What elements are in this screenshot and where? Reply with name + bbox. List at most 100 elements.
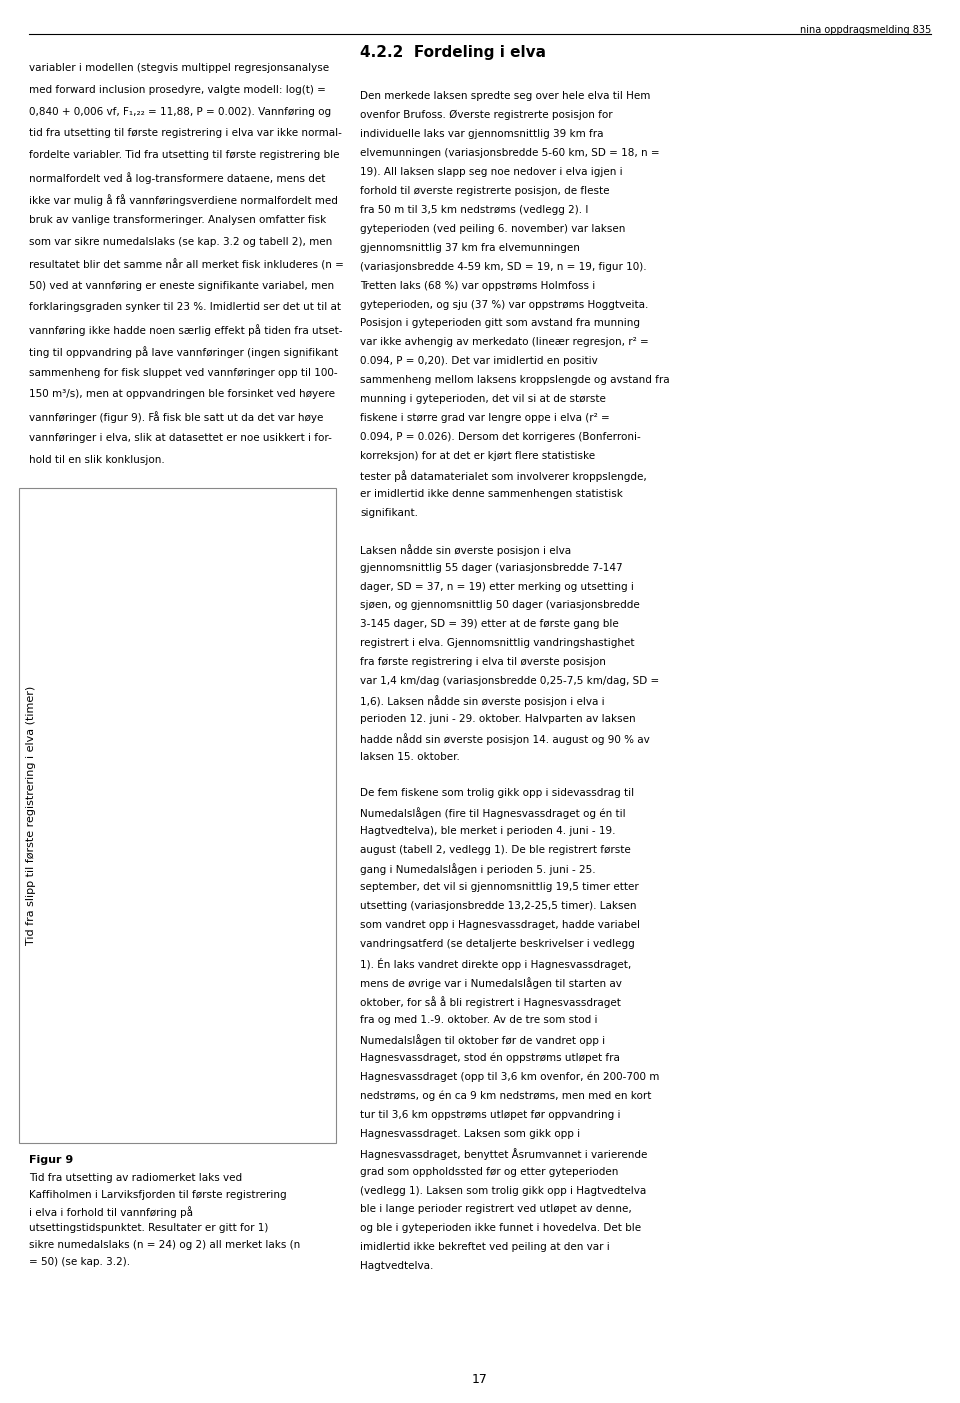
Text: mens de øvrige var i Numedalslågen til starten av: mens de øvrige var i Numedalslågen til s…	[360, 976, 622, 989]
Point	[93, 787, 108, 810]
Text: forhold til øverste registrerte posisjon, de fleste: forhold til øverste registrerte posisjon…	[360, 185, 610, 196]
Text: 3-145 dager, SD = 39) etter at de første gang ble: 3-145 dager, SD = 39) etter at de første…	[360, 619, 619, 630]
Text: sjøen, og gjennomsnittlig 50 dager (variasjonsbredde: sjøen, og gjennomsnittlig 50 dager (vari…	[360, 600, 639, 610]
Point	[183, 1086, 199, 1108]
Point	[135, 790, 151, 812]
Point	[134, 828, 150, 850]
Text: Laksen nådde sin øverste posisjon i elva: Laksen nådde sin øverste posisjon i elva	[360, 543, 571, 556]
Point	[133, 745, 149, 767]
Point	[135, 1093, 151, 1115]
Text: fra første registrering i elva til øverste posisjon: fra første registrering i elva til øvers…	[360, 657, 606, 668]
Text: sammenheng for fisk sluppet ved vannføringer opp til 100-: sammenheng for fisk sluppet ved vannføri…	[29, 368, 337, 377]
Point	[93, 1085, 108, 1107]
Text: tur til 3,6 km oppstrøms utløpet før oppvandring i: tur til 3,6 km oppstrøms utløpet før opp…	[360, 1110, 620, 1120]
Point	[136, 1096, 152, 1118]
Text: tid fra utsetting til første registrering i elva var ikke normal-: tid fra utsetting til første registrerin…	[29, 129, 342, 139]
Text: nina oppdragsmelding 835: nina oppdragsmelding 835	[800, 25, 931, 35]
Point	[135, 1090, 151, 1113]
X-axis label: Vannføring (m³/s): Vannføring (m³/s)	[151, 1125, 260, 1135]
Point	[133, 1049, 149, 1072]
Text: utsetting (variasjonsbredde 13,2-25,5 timer). Laksen: utsetting (variasjonsbredde 13,2-25,5 ti…	[360, 902, 636, 912]
Point	[174, 1092, 189, 1114]
Text: Tid fra utsetting av radiomerket laks ved: Tid fra utsetting av radiomerket laks ve…	[29, 1173, 242, 1183]
Text: fiskene i større grad var lengre oppe i elva (r² =: fiskene i større grad var lengre oppe i …	[360, 412, 610, 424]
Text: De fem fiskene som trolig gikk opp i sidevassdrag til: De fem fiskene som trolig gikk opp i sid…	[360, 787, 635, 798]
Text: Den merkede laksen spredte seg over hele elva til Hem: Den merkede laksen spredte seg over hele…	[360, 91, 650, 101]
Point	[95, 1093, 110, 1115]
Text: korreksjon) for at det er kjørt flere statistiske: korreksjon) for at det er kjørt flere st…	[360, 450, 595, 462]
Text: ble i lange perioder registrert ved utløpet av denne,: ble i lange perioder registrert ved utlø…	[360, 1204, 632, 1215]
Point	[113, 1089, 129, 1111]
Text: august (tabell 2, vedlegg 1). De ble registrert første: august (tabell 2, vedlegg 1). De ble reg…	[360, 845, 631, 854]
Text: 50) ved at vannføring er eneste signifikante variabel, men: 50) ved at vannføring er eneste signifik…	[29, 281, 334, 290]
Text: grad som oppholdssted før og etter gyteperioden: grad som oppholdssted før og etter gytep…	[360, 1167, 618, 1177]
Text: Hagnesvassdraget, stod én oppstrøms utløpet fra: Hagnesvassdraget, stod én oppstrøms utlø…	[360, 1052, 620, 1063]
Text: Hagtvedtelva.: Hagtvedtelva.	[360, 1261, 433, 1271]
Text: med forward inclusion prosedyre, valgte modell: log(t) =: med forward inclusion prosedyre, valgte …	[29, 84, 325, 95]
Text: gyteperioden, og sju (37 %) var oppstrøms Hoggtveita.: gyteperioden, og sju (37 %) var oppstrøm…	[360, 299, 648, 310]
Text: individuelle laks var gjennomsnittlig 39 km fra: individuelle laks var gjennomsnittlig 39…	[360, 129, 604, 139]
Text: som var sikre numedalslaks (se kap. 3.2 og tabell 2), men: som var sikre numedalslaks (se kap. 3.2 …	[29, 237, 332, 247]
Text: er imidlertid ikke denne sammenhengen statistisk: er imidlertid ikke denne sammenhengen st…	[360, 488, 623, 499]
Text: og ble i gyteperioden ikke funnet i hovedelva. Det ble: og ble i gyteperioden ikke funnet i hove…	[360, 1223, 641, 1233]
Text: ovenfor Brufoss. Øverste registrerte posisjon for: ovenfor Brufoss. Øverste registrerte pos…	[360, 109, 612, 121]
Point	[174, 788, 189, 811]
Point	[173, 1035, 188, 1058]
Point	[173, 1089, 188, 1111]
Point	[173, 788, 188, 811]
Text: forklaringsgraden synker til 23 %. Imidlertid ser det ut til at: forklaringsgraden synker til 23 %. Imidl…	[29, 303, 341, 313]
Point	[113, 1073, 129, 1096]
Text: 19). All laksen slapp seg noe nedover i elva igjen i: 19). All laksen slapp seg noe nedover i …	[360, 167, 623, 177]
Point	[135, 793, 151, 815]
Text: signifikant.: signifikant.	[360, 508, 418, 518]
Text: Numedalslågen til oktober før de vandret opp i: Numedalslågen til oktober før de vandret…	[360, 1034, 605, 1045]
Point	[134, 787, 150, 810]
Text: dager, SD = 37, n = 19) etter merking og utsetting i: dager, SD = 37, n = 19) etter merking og…	[360, 581, 634, 592]
Text: vannføringer (figur 9). Få fisk ble satt ut da det var høye: vannføringer (figur 9). Få fisk ble satt…	[29, 411, 324, 422]
Text: 1,6). Laksen nådde sin øverste posisjon i elva i: 1,6). Laksen nådde sin øverste posisjon …	[360, 694, 605, 707]
Text: laksen 15. oktober.: laksen 15. oktober.	[360, 752, 460, 762]
Text: All merket laks: All merket laks	[223, 835, 322, 847]
Text: normalfordelt ved å log-transformere dataene, mens det: normalfordelt ved å log-transformere dat…	[29, 173, 325, 184]
Text: Hagnesvassdraget (opp til 3,6 km ovenfor, én 200-700 m: Hagnesvassdraget (opp til 3,6 km ovenfor…	[360, 1072, 660, 1082]
Text: i elva i forhold til vannføring på: i elva i forhold til vannføring på	[29, 1207, 193, 1218]
Text: var ikke avhengig av merkedato (lineær regresjon, r² =: var ikke avhengig av merkedato (lineær r…	[360, 337, 649, 348]
Text: gjennomsnittlig 37 km fra elvemunningen: gjennomsnittlig 37 km fra elvemunningen	[360, 243, 580, 253]
Text: perioden 12. juni - 29. oktober. Halvparten av laksen: perioden 12. juni - 29. oktober. Halvpar…	[360, 714, 636, 724]
Text: hold til en slik konklusjon.: hold til en slik konklusjon.	[29, 455, 164, 464]
Text: fra og med 1.-9. oktober. Av de tre som stod i: fra og med 1.-9. oktober. Av de tre som …	[360, 1016, 597, 1026]
Point	[133, 748, 149, 770]
Text: Figur 9: Figur 9	[29, 1155, 73, 1164]
Text: vandringsatferd (se detaljerte beskrivelser i vedlegg: vandringsatferd (se detaljerte beskrivel…	[360, 940, 635, 950]
Text: utsettingstidspunktet. Resultater er gitt for 1): utsettingstidspunktet. Resultater er git…	[29, 1223, 268, 1233]
Text: fra 50 m til 3,5 km nedstrøms (vedlegg 2). I: fra 50 m til 3,5 km nedstrøms (vedlegg 2…	[360, 205, 588, 215]
Text: ting til oppvandring på lave vannføringer (ingen signifikant: ting til oppvandring på lave vannføringe…	[29, 345, 338, 358]
Point	[173, 1096, 188, 1118]
Text: imidlertid ikke bekreftet ved peiling at den var i: imidlertid ikke bekreftet ved peiling at…	[360, 1243, 610, 1253]
Text: Numedalslågen (fire til Hagnesvassdraget og én til: Numedalslågen (fire til Hagnesvassdraget…	[360, 807, 626, 818]
Point	[134, 777, 150, 800]
Text: sikre numedalslaks (n = 24) og 2) all merket laks (n: sikre numedalslaks (n = 24) og 2) all me…	[29, 1240, 300, 1250]
Text: (vedlegg 1). Laksen som trolig gikk opp i Hagtvedtelva: (vedlegg 1). Laksen som trolig gikk opp …	[360, 1186, 646, 1195]
Text: 150 m³/s), men at oppvandringen ble forsinket ved høyere: 150 m³/s), men at oppvandringen ble fors…	[29, 390, 335, 400]
Point	[92, 1054, 108, 1076]
Text: 4.2.2  Fordeling i elva: 4.2.2 Fordeling i elva	[360, 45, 546, 60]
Text: gjennomsnittlig 55 dager (variasjonsbredde 7-147: gjennomsnittlig 55 dager (variasjonsbred…	[360, 563, 623, 572]
Text: nedstrøms, og én ca 9 km nedstrøms, men med en kort: nedstrøms, og én ca 9 km nedstrøms, men …	[360, 1092, 652, 1101]
Text: 0.094, P = 0,20). Det var imidlertid en positiv: 0.094, P = 0,20). Det var imidlertid en …	[360, 356, 598, 366]
Text: 17: 17	[472, 1374, 488, 1386]
Text: Hagnesvassdraget. Laksen som gikk opp i: Hagnesvassdraget. Laksen som gikk opp i	[360, 1128, 580, 1139]
Text: gyteperioden (ved peiling 6. november) var laksen: gyteperioden (ved peiling 6. november) v…	[360, 223, 625, 234]
Point	[136, 787, 152, 810]
Text: 0,840 + 0,006 vf, F₁,₂₂ = 11,88, P = 0.002). Vannføring og: 0,840 + 0,006 vf, F₁,₂₂ = 11,88, P = 0.0…	[29, 107, 331, 116]
Text: Sikker Numedalslaks: Sikker Numedalslaks	[183, 522, 322, 536]
Text: som vandret opp i Hagnesvassdraget, hadde variabel: som vandret opp i Hagnesvassdraget, hadd…	[360, 920, 640, 930]
Text: (variasjonsbredde 4-59 km, SD = 19, n = 19, figur 10).: (variasjonsbredde 4-59 km, SD = 19, n = …	[360, 261, 647, 272]
Text: Hagtvedtelva), ble merket i perioden 4. juni - 19.: Hagtvedtelva), ble merket i perioden 4. …	[360, 825, 615, 836]
Text: gang i Numedalslågen i perioden 5. juni - 25.: gang i Numedalslågen i perioden 5. juni …	[360, 863, 595, 875]
Text: var 1,4 km/dag (variasjonsbredde 0,25-7,5 km/dag, SD =: var 1,4 km/dag (variasjonsbredde 0,25-7,…	[360, 676, 660, 686]
Text: bruk av vanlige transformeringer. Analysen omfatter fisk: bruk av vanlige transformeringer. Analys…	[29, 215, 326, 226]
Point	[92, 776, 108, 798]
Text: = 50) (se kap. 3.2).: = 50) (se kap. 3.2).	[29, 1257, 130, 1267]
Point	[113, 786, 129, 808]
